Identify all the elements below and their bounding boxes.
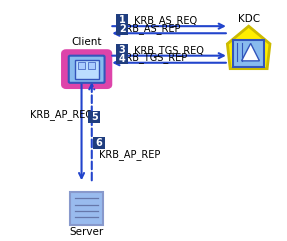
- Text: KRB_TGS_REQ: KRB_TGS_REQ: [133, 45, 203, 56]
- Text: 3: 3: [119, 45, 125, 54]
- FancyBboxPatch shape: [63, 51, 110, 87]
- Text: KRB_AS_REQ: KRB_AS_REQ: [133, 15, 197, 27]
- FancyBboxPatch shape: [69, 56, 104, 83]
- FancyBboxPatch shape: [88, 111, 100, 123]
- FancyBboxPatch shape: [116, 14, 128, 26]
- Text: 4: 4: [119, 54, 125, 64]
- Text: 6: 6: [96, 138, 102, 148]
- Text: KRB_AS_REP: KRB_AS_REP: [119, 23, 181, 33]
- Text: 2: 2: [119, 24, 125, 34]
- FancyBboxPatch shape: [116, 53, 128, 64]
- Text: KRB_AP_REQ: KRB_AP_REQ: [30, 109, 93, 120]
- FancyBboxPatch shape: [75, 60, 99, 79]
- FancyBboxPatch shape: [116, 23, 128, 35]
- FancyBboxPatch shape: [70, 192, 103, 225]
- Text: Server: Server: [69, 228, 104, 237]
- Text: KRB_AP_REP: KRB_AP_REP: [99, 149, 160, 160]
- Polygon shape: [242, 43, 259, 61]
- FancyBboxPatch shape: [93, 137, 105, 149]
- FancyBboxPatch shape: [233, 40, 264, 67]
- FancyBboxPatch shape: [116, 44, 128, 55]
- Text: 1: 1: [119, 15, 125, 25]
- Text: 5: 5: [91, 112, 98, 122]
- FancyBboxPatch shape: [78, 62, 85, 69]
- Text: KRB_TGS_REP: KRB_TGS_REP: [119, 52, 188, 63]
- Polygon shape: [227, 26, 270, 69]
- FancyBboxPatch shape: [88, 62, 95, 69]
- Text: Client: Client: [71, 37, 102, 47]
- Text: KDC: KDC: [238, 14, 260, 24]
